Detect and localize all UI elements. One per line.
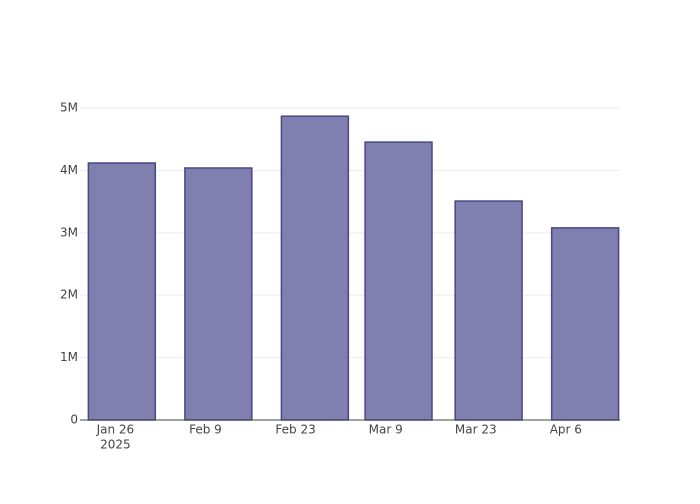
bar — [550, 227, 620, 421]
bar — [280, 115, 350, 421]
y-tick-label: 0 — [70, 413, 78, 427]
x-tick-label: Mar 9 — [369, 423, 403, 437]
y-tick-label: 4M — [60, 163, 78, 177]
x-tick-label: Mar 23 — [455, 423, 497, 437]
bar — [87, 162, 157, 421]
x-tick-label: Apr 6 — [550, 423, 582, 437]
bar — [364, 141, 433, 421]
x-tick-label: Feb 9 — [189, 423, 222, 437]
y-tick-label: 5M — [60, 101, 78, 115]
y-tick-label: 3M — [60, 225, 78, 239]
x-tick-year: 2025 — [100, 438, 131, 452]
y-tick-label: 1M — [60, 350, 78, 364]
y-tick-label: 2M — [60, 288, 78, 302]
bar — [454, 200, 523, 421]
bar — [184, 167, 253, 421]
x-tick-label: Jan 26 — [96, 423, 135, 437]
x-tick-label: Feb 23 — [275, 423, 315, 437]
